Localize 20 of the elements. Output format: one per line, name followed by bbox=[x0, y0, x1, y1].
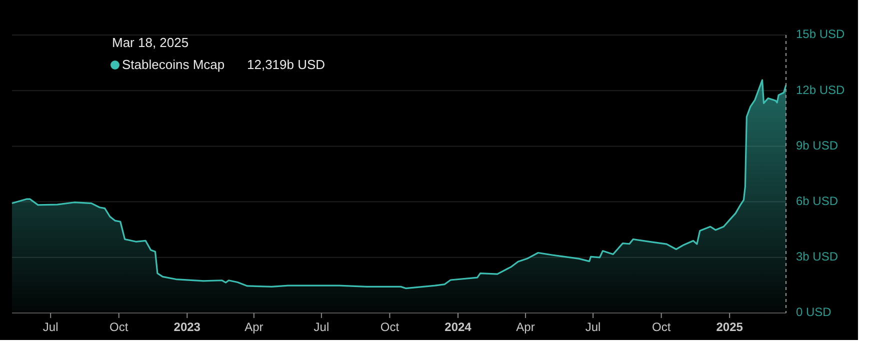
y-tick-label: 0 USD bbox=[796, 305, 832, 320]
x-tick-label: 2025 bbox=[716, 320, 744, 334]
x-tick-label: Apr bbox=[516, 320, 535, 334]
annotation: 12,319b USD bbox=[247, 57, 326, 72]
y-tick-label: 12b USD bbox=[796, 82, 846, 97]
x-tick-label: Oct bbox=[110, 320, 129, 334]
legend-label: Stablecoins Mcap bbox=[122, 57, 225, 72]
x-tick-label: Jul bbox=[585, 320, 601, 334]
x-tick-label: Apr bbox=[244, 320, 264, 334]
x-tick-label: 2023 bbox=[174, 320, 201, 334]
y-tick-label: 3b USD bbox=[796, 250, 838, 264]
x-tick-label: Oct bbox=[380, 320, 400, 334]
x-tick-label: Oct bbox=[652, 320, 672, 334]
annotation: Mar 18, 2025 bbox=[112, 35, 189, 50]
x-tick-label: Jul bbox=[42, 320, 58, 334]
y-tick-label: 15b USD bbox=[796, 27, 846, 42]
y-tick-label: 9b USD bbox=[796, 138, 838, 152]
y-tick-label: 6b USD bbox=[796, 194, 838, 208]
x-tick-label: Jul bbox=[314, 320, 330, 334]
x-tick-label: 2024 bbox=[444, 320, 472, 334]
